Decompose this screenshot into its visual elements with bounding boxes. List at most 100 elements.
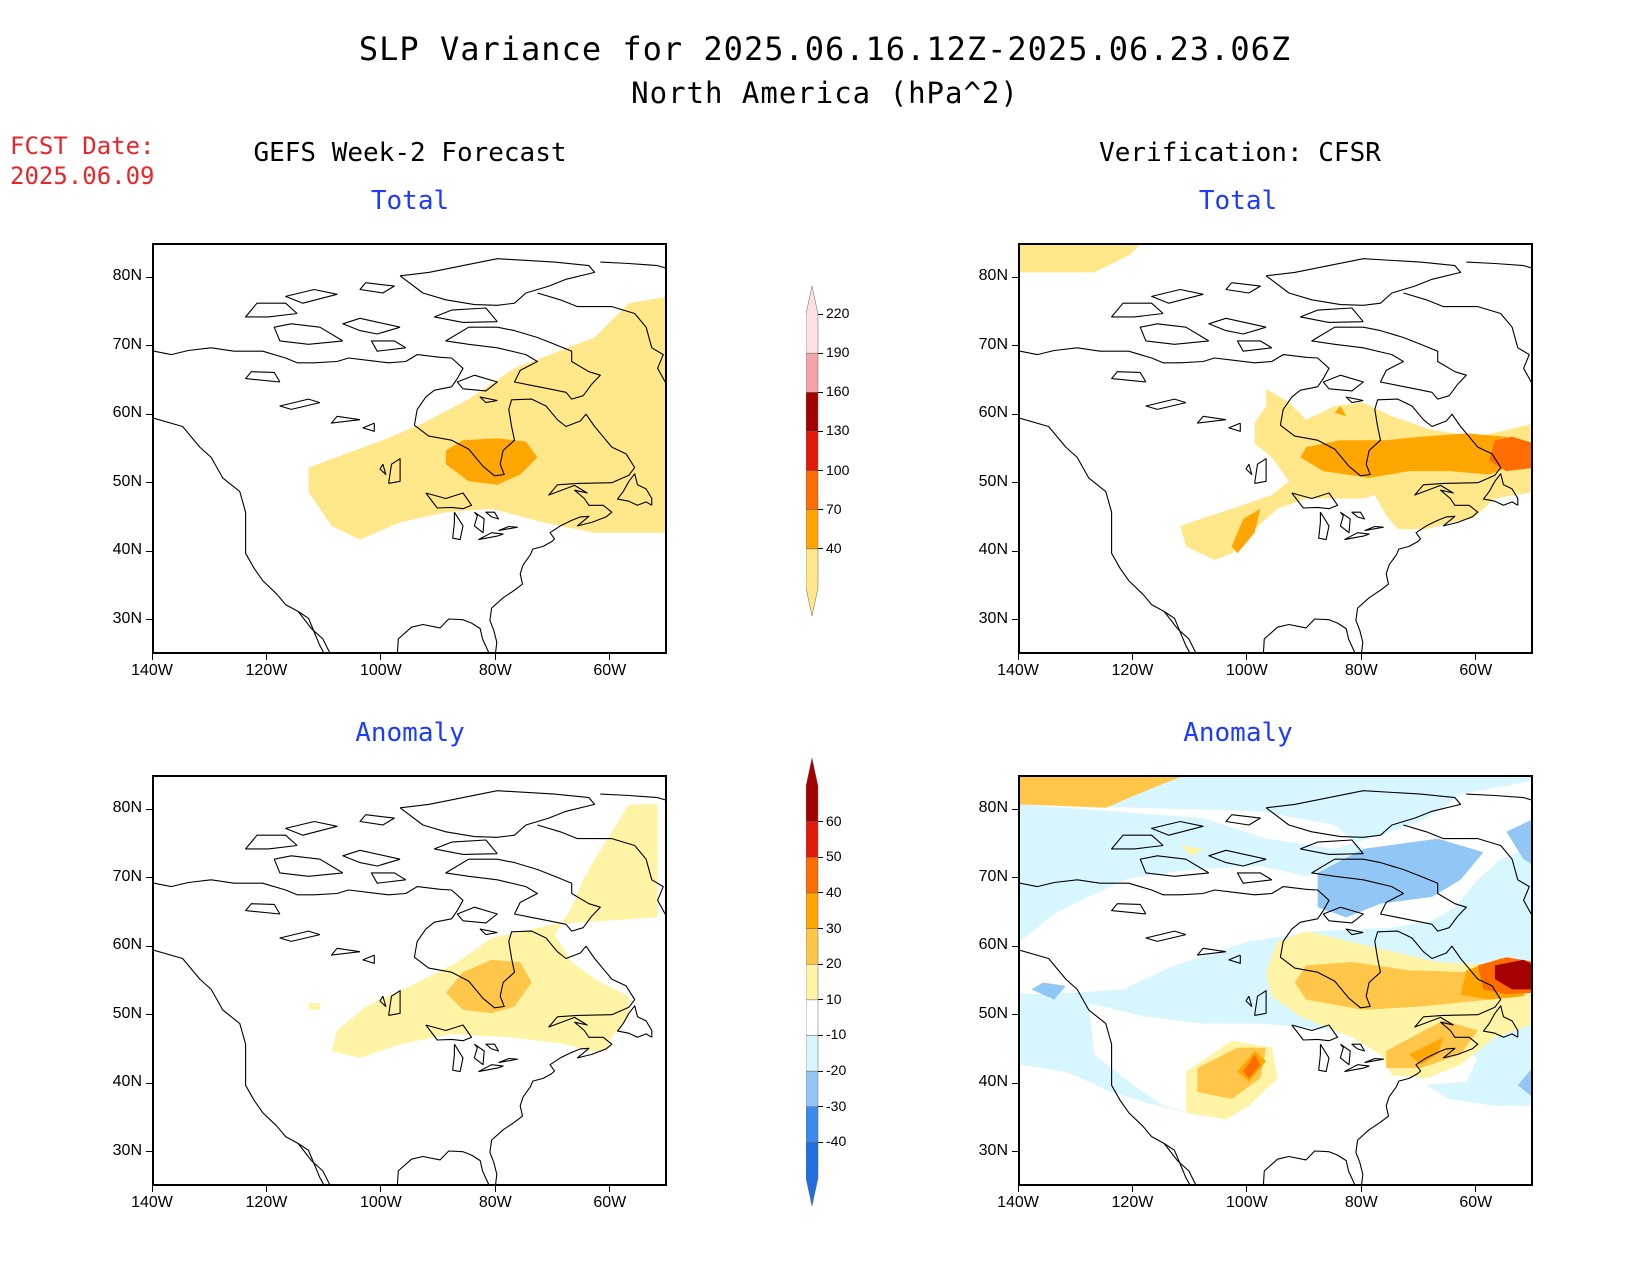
lon-tick-mark xyxy=(494,654,496,660)
lat-tick-mark xyxy=(1012,877,1018,879)
coastline-4 xyxy=(1403,292,1531,383)
total-colorbar-tick xyxy=(818,391,823,393)
lon-tick-mark xyxy=(151,1186,153,1192)
lon-tick-label: 120W xyxy=(1111,662,1154,679)
shaded-region-4 xyxy=(1506,820,1531,864)
coastline-1 xyxy=(1163,611,1191,652)
coastline-5 xyxy=(600,261,665,269)
shaded-region-1 xyxy=(308,1003,320,1010)
coastline-9 xyxy=(1208,849,1267,867)
coastline-15 xyxy=(456,906,498,924)
coastline-24 xyxy=(1364,1057,1384,1064)
coastline-11 xyxy=(245,302,298,318)
shaded-region-3 xyxy=(1317,838,1484,918)
coastline-6 xyxy=(1311,858,1467,932)
coastline-6 xyxy=(445,326,601,400)
lat-tick-label: 80N xyxy=(978,799,1008,817)
anomaly-colorbar-label: 40 xyxy=(826,883,842,900)
coastline-0 xyxy=(1020,949,1197,1184)
total-colorbar-tick xyxy=(818,313,823,315)
anomaly-colorbar-tick xyxy=(818,1070,823,1072)
right-column-header: Verification: CFSR xyxy=(1099,138,1381,168)
coastline-2 xyxy=(1020,347,1502,652)
lat-tick-mark xyxy=(1012,808,1018,810)
lat-tick-label: 80N xyxy=(112,267,142,285)
lon-tick-label: 140W xyxy=(131,1194,173,1211)
coastline-19 xyxy=(330,415,361,424)
anomaly-colorbar-label: 50 xyxy=(826,848,842,865)
coastline-2 xyxy=(1020,879,1502,1184)
shaded-region-18 xyxy=(1243,1054,1261,1079)
total-colorbar-tick xyxy=(818,352,823,354)
coastline-21 xyxy=(1318,1043,1330,1073)
lon-tick-mark xyxy=(1360,654,1362,660)
anomaly-colorbar-swatch xyxy=(806,1070,819,1107)
lat-tick-mark xyxy=(146,1151,152,1153)
coastline-14 xyxy=(359,814,395,826)
lon-tick-mark xyxy=(609,1186,611,1192)
coastline-21 xyxy=(452,1043,464,1073)
lat-tick-mark xyxy=(146,1014,152,1016)
anomaly-colorbar-label: -10 xyxy=(826,1026,847,1043)
coastline-12 xyxy=(370,340,407,352)
lat-tick-label: 30N xyxy=(112,609,142,627)
total-colorbar-label: 220 xyxy=(826,305,850,321)
shaded-region-1 xyxy=(1020,781,1531,995)
lat-tick-label: 40N xyxy=(112,1073,142,1091)
anomaly-colorbar-tick xyxy=(818,1141,823,1143)
lon-tick-mark xyxy=(1131,1186,1133,1192)
anomaly-colorbar-swatch xyxy=(806,857,819,894)
map-svg-verif-total xyxy=(1020,245,1531,652)
coastline-9 xyxy=(342,849,401,867)
coastline-8 xyxy=(1299,839,1364,855)
fcst-date-label: FCST Date: xyxy=(10,132,155,160)
anomaly-colorbar-swatch xyxy=(806,1035,819,1072)
lat-tick-mark xyxy=(146,413,152,415)
anomaly-colorbar-tick xyxy=(818,1034,823,1036)
coastline-26 xyxy=(1254,990,1267,1016)
coastline-0 xyxy=(1020,417,1197,652)
coastline-4 xyxy=(1403,824,1531,915)
coastline-28 xyxy=(362,954,375,964)
coastline-7 xyxy=(399,258,596,306)
left-column-header: GEFS Week-2 Forecast xyxy=(253,138,567,168)
lon-tick-mark xyxy=(609,654,611,660)
coastline-11 xyxy=(1111,834,1164,850)
coastline-27 xyxy=(1245,463,1253,476)
total-colorbar-label: 160 xyxy=(826,383,850,400)
coastline-23 xyxy=(478,1064,504,1073)
coastline-8 xyxy=(433,839,498,855)
anomaly-colorbar-label: 10 xyxy=(826,990,842,1007)
main-subtitle: North America (hPa^2) xyxy=(631,76,1019,110)
coastline-22 xyxy=(1339,1043,1351,1066)
lat-tick-label: 40N xyxy=(978,541,1008,559)
lon-tick-mark xyxy=(1017,1186,1019,1192)
coastline-21 xyxy=(452,511,464,541)
coastline-16 xyxy=(1345,928,1364,936)
anomaly-colorbar-label: 60 xyxy=(826,812,842,829)
lat-tick-label: 80N xyxy=(978,267,1008,285)
coastline-4 xyxy=(537,292,665,383)
panel-title-verif-total: Total xyxy=(1198,186,1278,216)
anomaly-colorbar-swatch xyxy=(806,892,819,929)
lon-tick-mark xyxy=(380,1186,382,1192)
coastline-14 xyxy=(359,282,395,294)
coastline-28 xyxy=(362,422,375,432)
lon-tick-label: 80W xyxy=(1344,1194,1378,1211)
total-colorbar-swatch xyxy=(806,352,819,393)
coastline-16 xyxy=(479,396,498,404)
lon-tick-label: 60W xyxy=(593,662,627,679)
lat-tick-mark xyxy=(1012,482,1018,484)
coastline-24 xyxy=(498,525,518,532)
shaded-region-5 xyxy=(1517,1069,1531,1096)
map-panel-fcst-anomaly xyxy=(152,775,667,1186)
lon-tick-label: 60W xyxy=(1459,662,1493,679)
map-svg-fcst-total xyxy=(154,258,665,652)
coastline-22 xyxy=(1339,511,1351,534)
coastline-0 xyxy=(154,417,331,652)
coastline-23 xyxy=(1344,1064,1370,1073)
lat-tick-mark xyxy=(1012,1082,1018,1084)
coastline-20 xyxy=(1291,1024,1339,1042)
lat-tick-mark xyxy=(1012,1014,1018,1016)
lat-tick-label: 70N xyxy=(112,867,142,885)
